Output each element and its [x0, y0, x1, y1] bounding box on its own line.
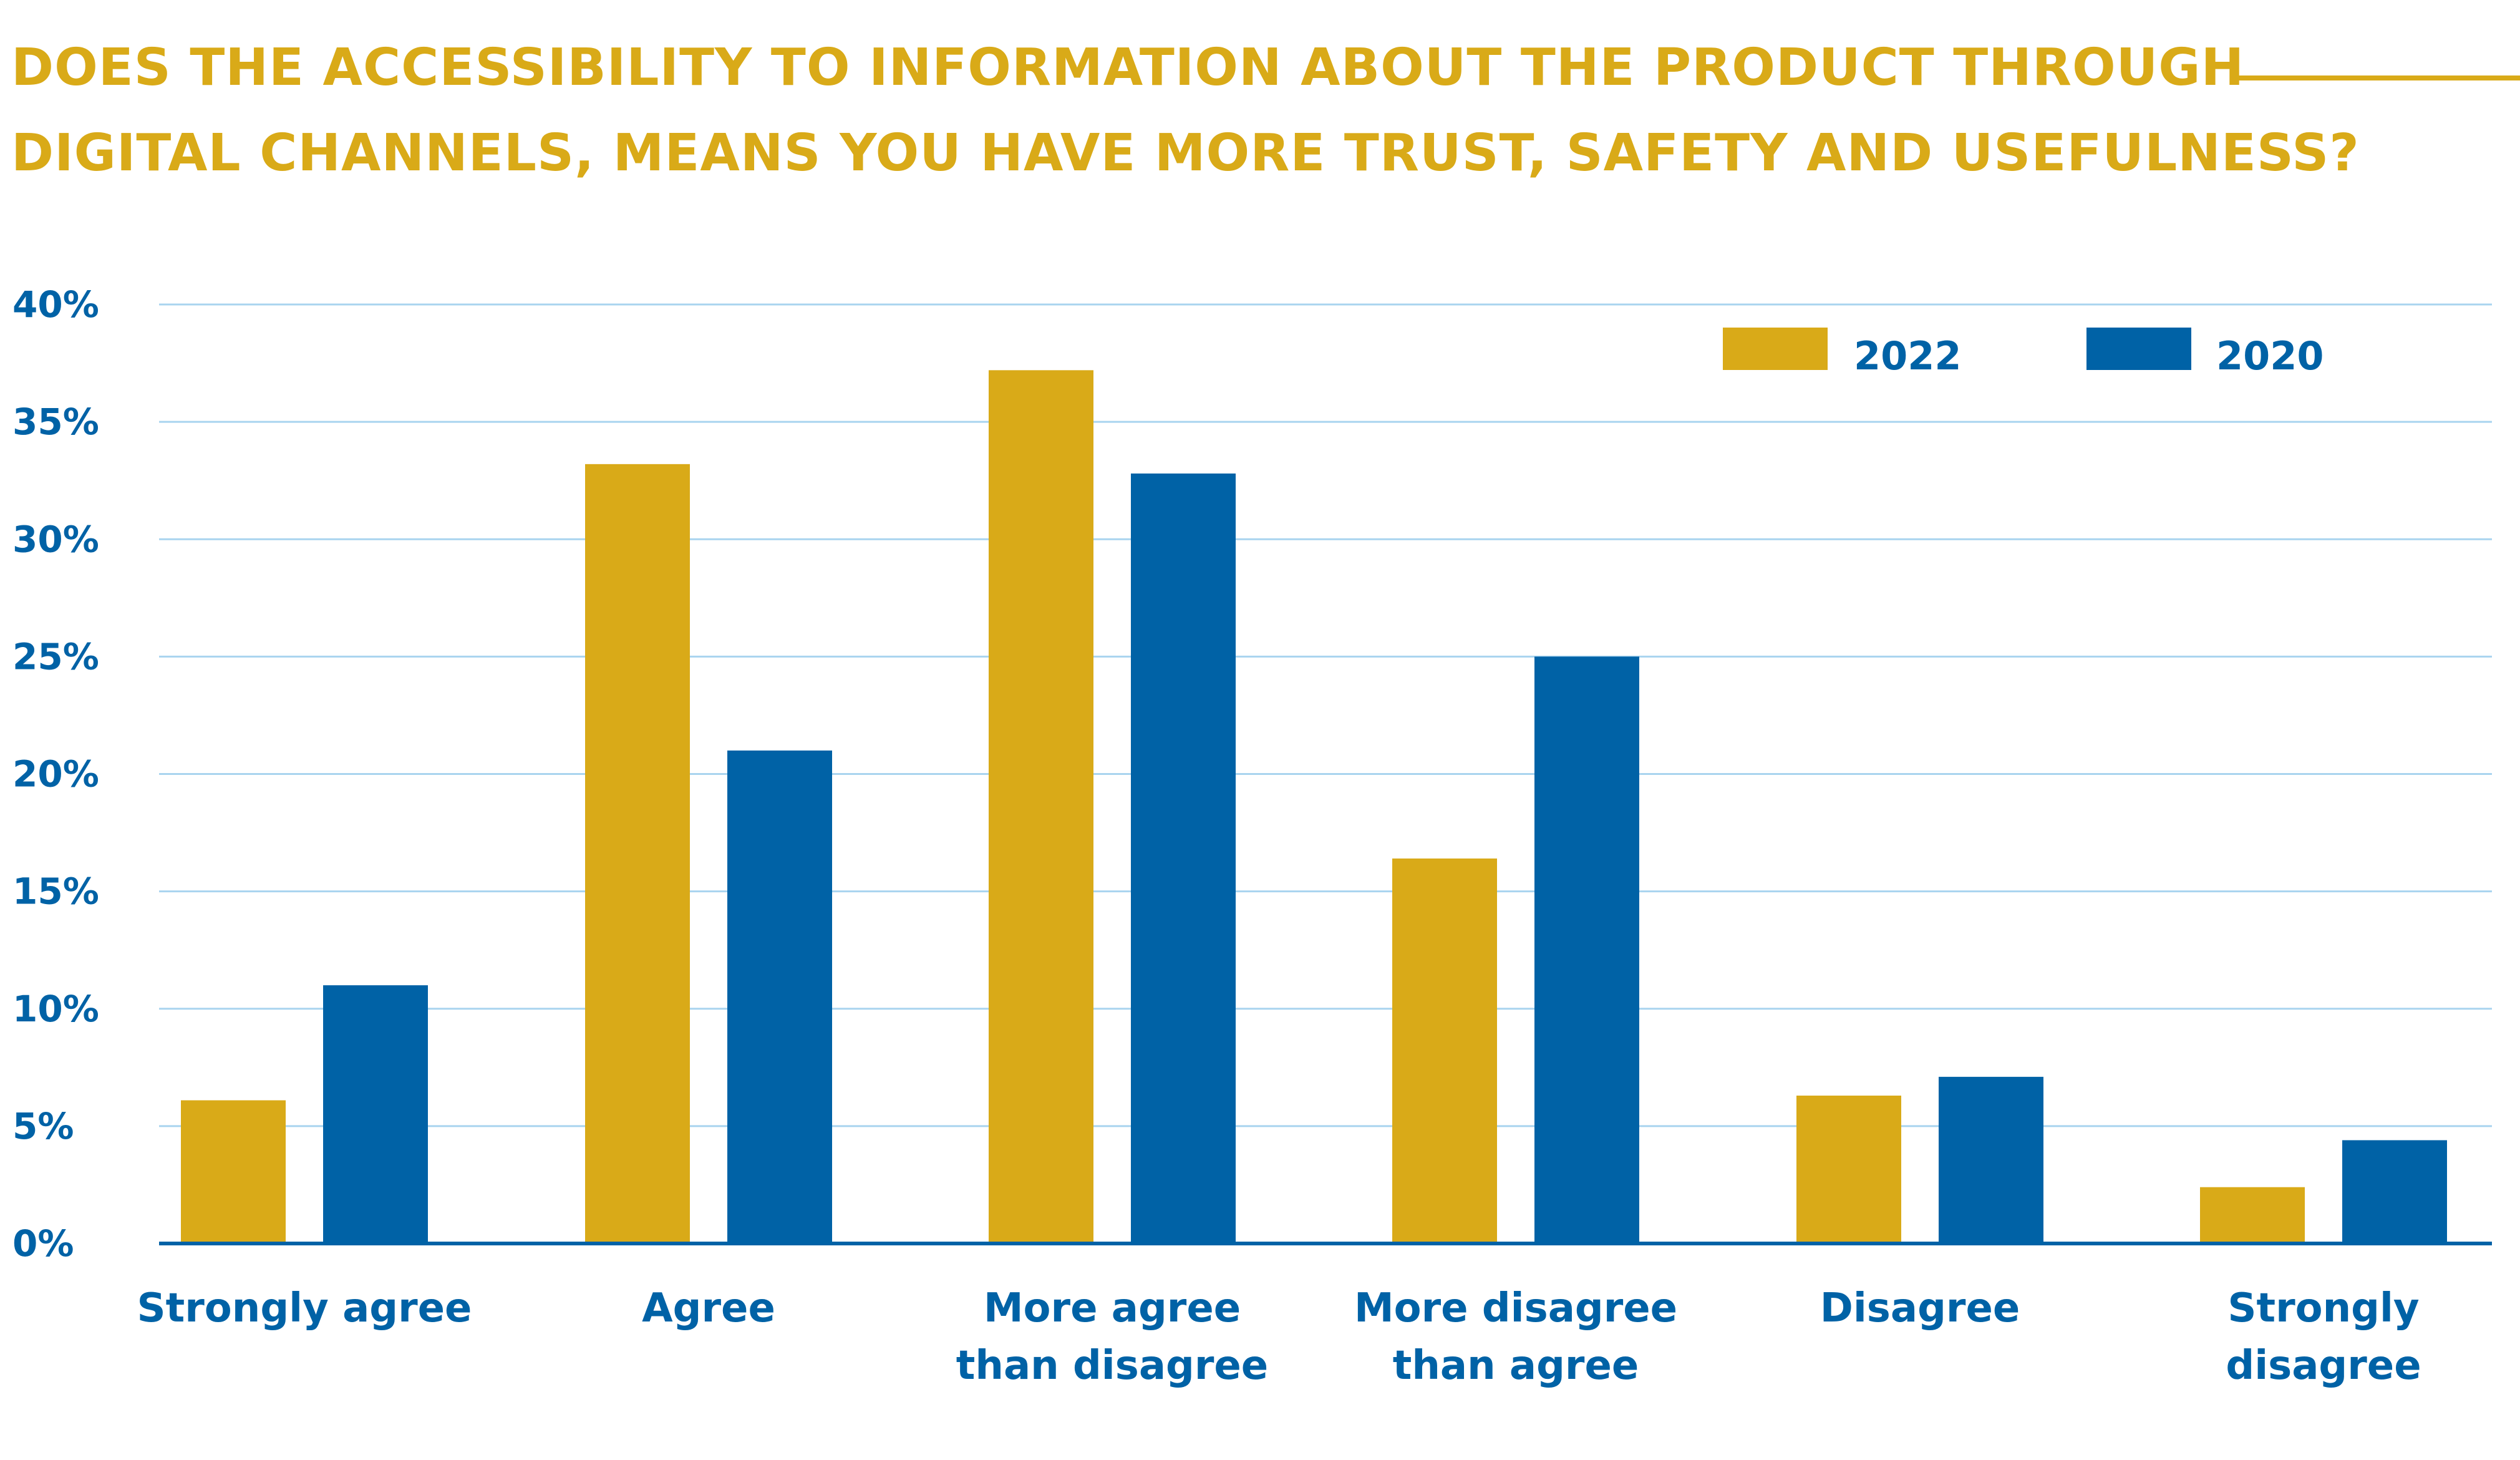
x-category-label: Strongly: [2227, 1285, 2419, 1331]
bar-2020-0: [323, 985, 428, 1243]
y-tick-label: 30%: [12, 518, 99, 560]
y-tick-label: 10%: [12, 988, 99, 1030]
title-underline-rule: [2236, 75, 2520, 80]
bars: [181, 370, 2447, 1243]
bar-2020-3: [1534, 656, 1639, 1243]
legend-swatch-2020: [2086, 328, 2191, 370]
bar-2022-3: [1392, 858, 1497, 1243]
bar-2022-5: [2200, 1187, 2305, 1243]
y-tick-label: 5%: [12, 1105, 74, 1147]
bar-2022-4: [1796, 1095, 1901, 1243]
x-category-label: Disagree: [1820, 1285, 2020, 1331]
bar-2020-5: [2342, 1140, 2447, 1243]
y-tick-label: 0%: [12, 1222, 74, 1265]
legend-swatch-2022: [1723, 328, 1828, 370]
x-category-label: More agree: [984, 1285, 1241, 1331]
chart-title: DOES THE ACCESSIBILITY TO INFORMATION AB…: [11, 25, 2382, 196]
y-tick-label: 20%: [12, 753, 99, 796]
gridlines: [159, 303, 2492, 1127]
bar-2020-2: [1131, 473, 1236, 1243]
y-tick-label: 25%: [12, 635, 99, 678]
x-category-label: Strongly agree: [137, 1285, 472, 1331]
legend-label-2020: 2020: [2216, 333, 2324, 379]
x-axis-category-labels: Strongly agree Agree More agree than disagr…: [137, 1285, 2421, 1389]
bar-2020-4: [1939, 1076, 2043, 1243]
chart-title-line-2: DIGITAL CHANNELS, MEANS YOU HAVE MORE TR…: [11, 124, 2360, 183]
bar-2020-1: [727, 750, 832, 1243]
y-tick-label: 40%: [12, 283, 99, 326]
legend: 2022 2020: [1723, 328, 2324, 379]
y-tick-label: 35%: [12, 401, 99, 443]
y-tick-label: 15%: [12, 870, 99, 913]
bar-2022-2: [989, 370, 1093, 1243]
bar-2022-1: [585, 464, 690, 1243]
x-category-label: Agree: [642, 1285, 775, 1331]
bar-2022-0: [181, 1100, 286, 1243]
x-category-label: More disagree: [1354, 1285, 1677, 1331]
legend-label-2022: 2022: [1854, 333, 1962, 379]
y-axis-ticks: 0% 5% 10% 15% 20% 25% 30% 35% 40%: [12, 283, 99, 1265]
x-category-label: disagree: [2226, 1343, 2421, 1389]
x-category-label: than agree: [1393, 1343, 1639, 1389]
chart-title-line-1: DOES THE ACCESSIBILITY TO INFORMATION AB…: [11, 38, 2245, 97]
x-category-label: than disagree: [956, 1343, 1268, 1389]
